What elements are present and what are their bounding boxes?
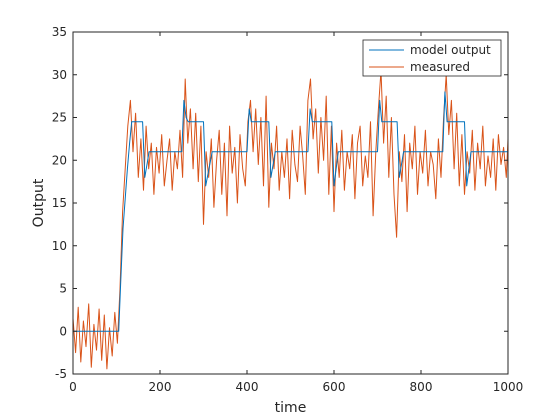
y-tick-label: 30 — [52, 68, 67, 82]
x-tick-label: 0 — [69, 380, 77, 394]
y-tick-label: 25 — [52, 111, 67, 125]
y-tick-label: 20 — [52, 153, 67, 167]
series-layer — [73, 70, 508, 370]
x-axis-label: time — [275, 400, 307, 416]
legend: model output measured — [362, 39, 502, 77]
x-tick-label: 1000 — [493, 380, 524, 394]
y-tick-label: 10 — [52, 239, 67, 253]
x-tick-label: 400 — [236, 380, 259, 394]
y-tick-label: 5 — [59, 282, 67, 296]
legend-label-model-output: model output — [410, 43, 491, 57]
legend-box — [362, 39, 502, 77]
y-axis-label: Output — [31, 178, 47, 227]
y-tick-label: -5 — [55, 367, 67, 381]
series-line-model-output — [73, 91, 508, 332]
x-tick-label: 600 — [323, 380, 346, 394]
series-line-measured — [73, 70, 508, 370]
x-tick-label: 800 — [410, 380, 433, 394]
y-tick-label: 35 — [52, 25, 67, 39]
plot-area — [73, 32, 508, 374]
y-tick-label: 15 — [52, 196, 67, 210]
x-tick-label: 200 — [149, 380, 172, 394]
legend-label-measured: measured — [410, 60, 470, 74]
y-tick-label: 0 — [59, 324, 67, 338]
